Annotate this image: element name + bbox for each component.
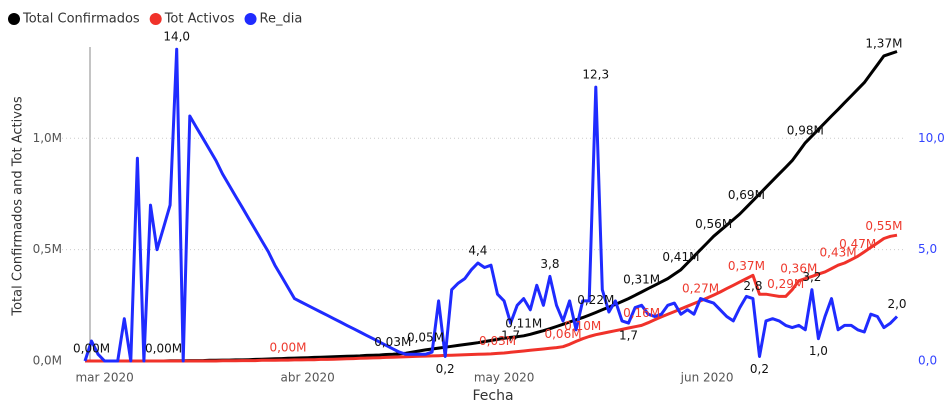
y-axis-title: Total Confirmados and Tot Activos — [11, 96, 26, 316]
y2-tick-label: 0,0 — [918, 354, 937, 368]
data-label: 0,55M — [865, 219, 902, 233]
data-label: 12,3 — [582, 68, 609, 82]
data-label: 1,7 — [619, 329, 638, 343]
y2-tick-label: 10,0 — [918, 131, 945, 145]
data-label: 0,56M — [695, 217, 732, 231]
data-label: 0,29M — [767, 277, 804, 291]
data-label: 0,98M — [787, 123, 824, 137]
data-label: 0,00M — [145, 342, 182, 356]
data-label: 0,16M — [623, 306, 660, 320]
data-label: 2,0 — [887, 297, 906, 311]
x-tick-label: mar 2020 — [75, 371, 133, 385]
data-label: 1,37M — [865, 36, 902, 50]
legend-label: Total Confirmados — [22, 12, 140, 27]
x-tick-label: may 2020 — [474, 371, 535, 385]
legend-marker — [244, 13, 257, 25]
data-label: 0,00M — [269, 341, 306, 355]
data-label: 0,00M — [73, 342, 110, 356]
legend-label: Tot Activos — [164, 12, 235, 27]
data-label: 0,37M — [728, 259, 765, 273]
x-tick-label: abr 2020 — [281, 371, 335, 385]
y-tick-label: 0,5M — [33, 242, 62, 256]
y-tick-label: 1,0M — [33, 131, 62, 145]
series-line — [85, 50, 898, 363]
data-label: 0,47M — [839, 237, 876, 251]
legend-marker — [149, 13, 162, 25]
x-tick-label: jun 2020 — [680, 371, 734, 385]
data-label: 0,22M — [577, 293, 614, 307]
data-label: 0,36M — [780, 261, 817, 275]
data-label: 1,0 — [809, 344, 828, 358]
data-label: 4,4 — [468, 244, 487, 258]
plot-area — [83, 47, 899, 363]
y-tick-label: 0,0M — [33, 354, 62, 368]
data-label: 0,69M — [728, 188, 765, 202]
data-label: 3,8 — [540, 257, 559, 271]
data-label: 0,41M — [662, 250, 699, 264]
data-label: 1,7 — [501, 329, 520, 343]
legend-marker — [8, 13, 20, 25]
x-axis-title: Fecha — [472, 388, 513, 404]
series-line — [83, 47, 899, 363]
data-label: 0,05M — [407, 330, 444, 344]
series-line — [85, 233, 898, 363]
data-label: 0,2 — [750, 362, 769, 376]
data-label: 14,0 — [163, 30, 190, 44]
legend-label: Re_dia — [260, 12, 303, 27]
data-label: 0,03M — [374, 335, 411, 349]
data-label: 2,8 — [743, 279, 762, 293]
legend: Total Confirmados Tot Activos Re_dia — [8, 12, 302, 27]
data-label: 3,2 — [802, 270, 821, 284]
y2-tick-label: 5,0 — [918, 242, 937, 256]
data-label: 0,31M — [623, 272, 660, 286]
data-label: 0,43M — [820, 246, 857, 260]
data-label: 0,11M — [505, 316, 542, 330]
data-labels: 0,00M 0,00M 0,03M0,05M0,11M0,22M0,31M0,41M… — [73, 30, 907, 376]
data-label: 0,27M — [682, 281, 719, 295]
data-label: 0,06M — [544, 327, 581, 341]
data-label: 0,2 — [436, 362, 455, 376]
data-label: 0,03M — [479, 334, 516, 348]
data-label: 0,10M — [564, 319, 601, 333]
